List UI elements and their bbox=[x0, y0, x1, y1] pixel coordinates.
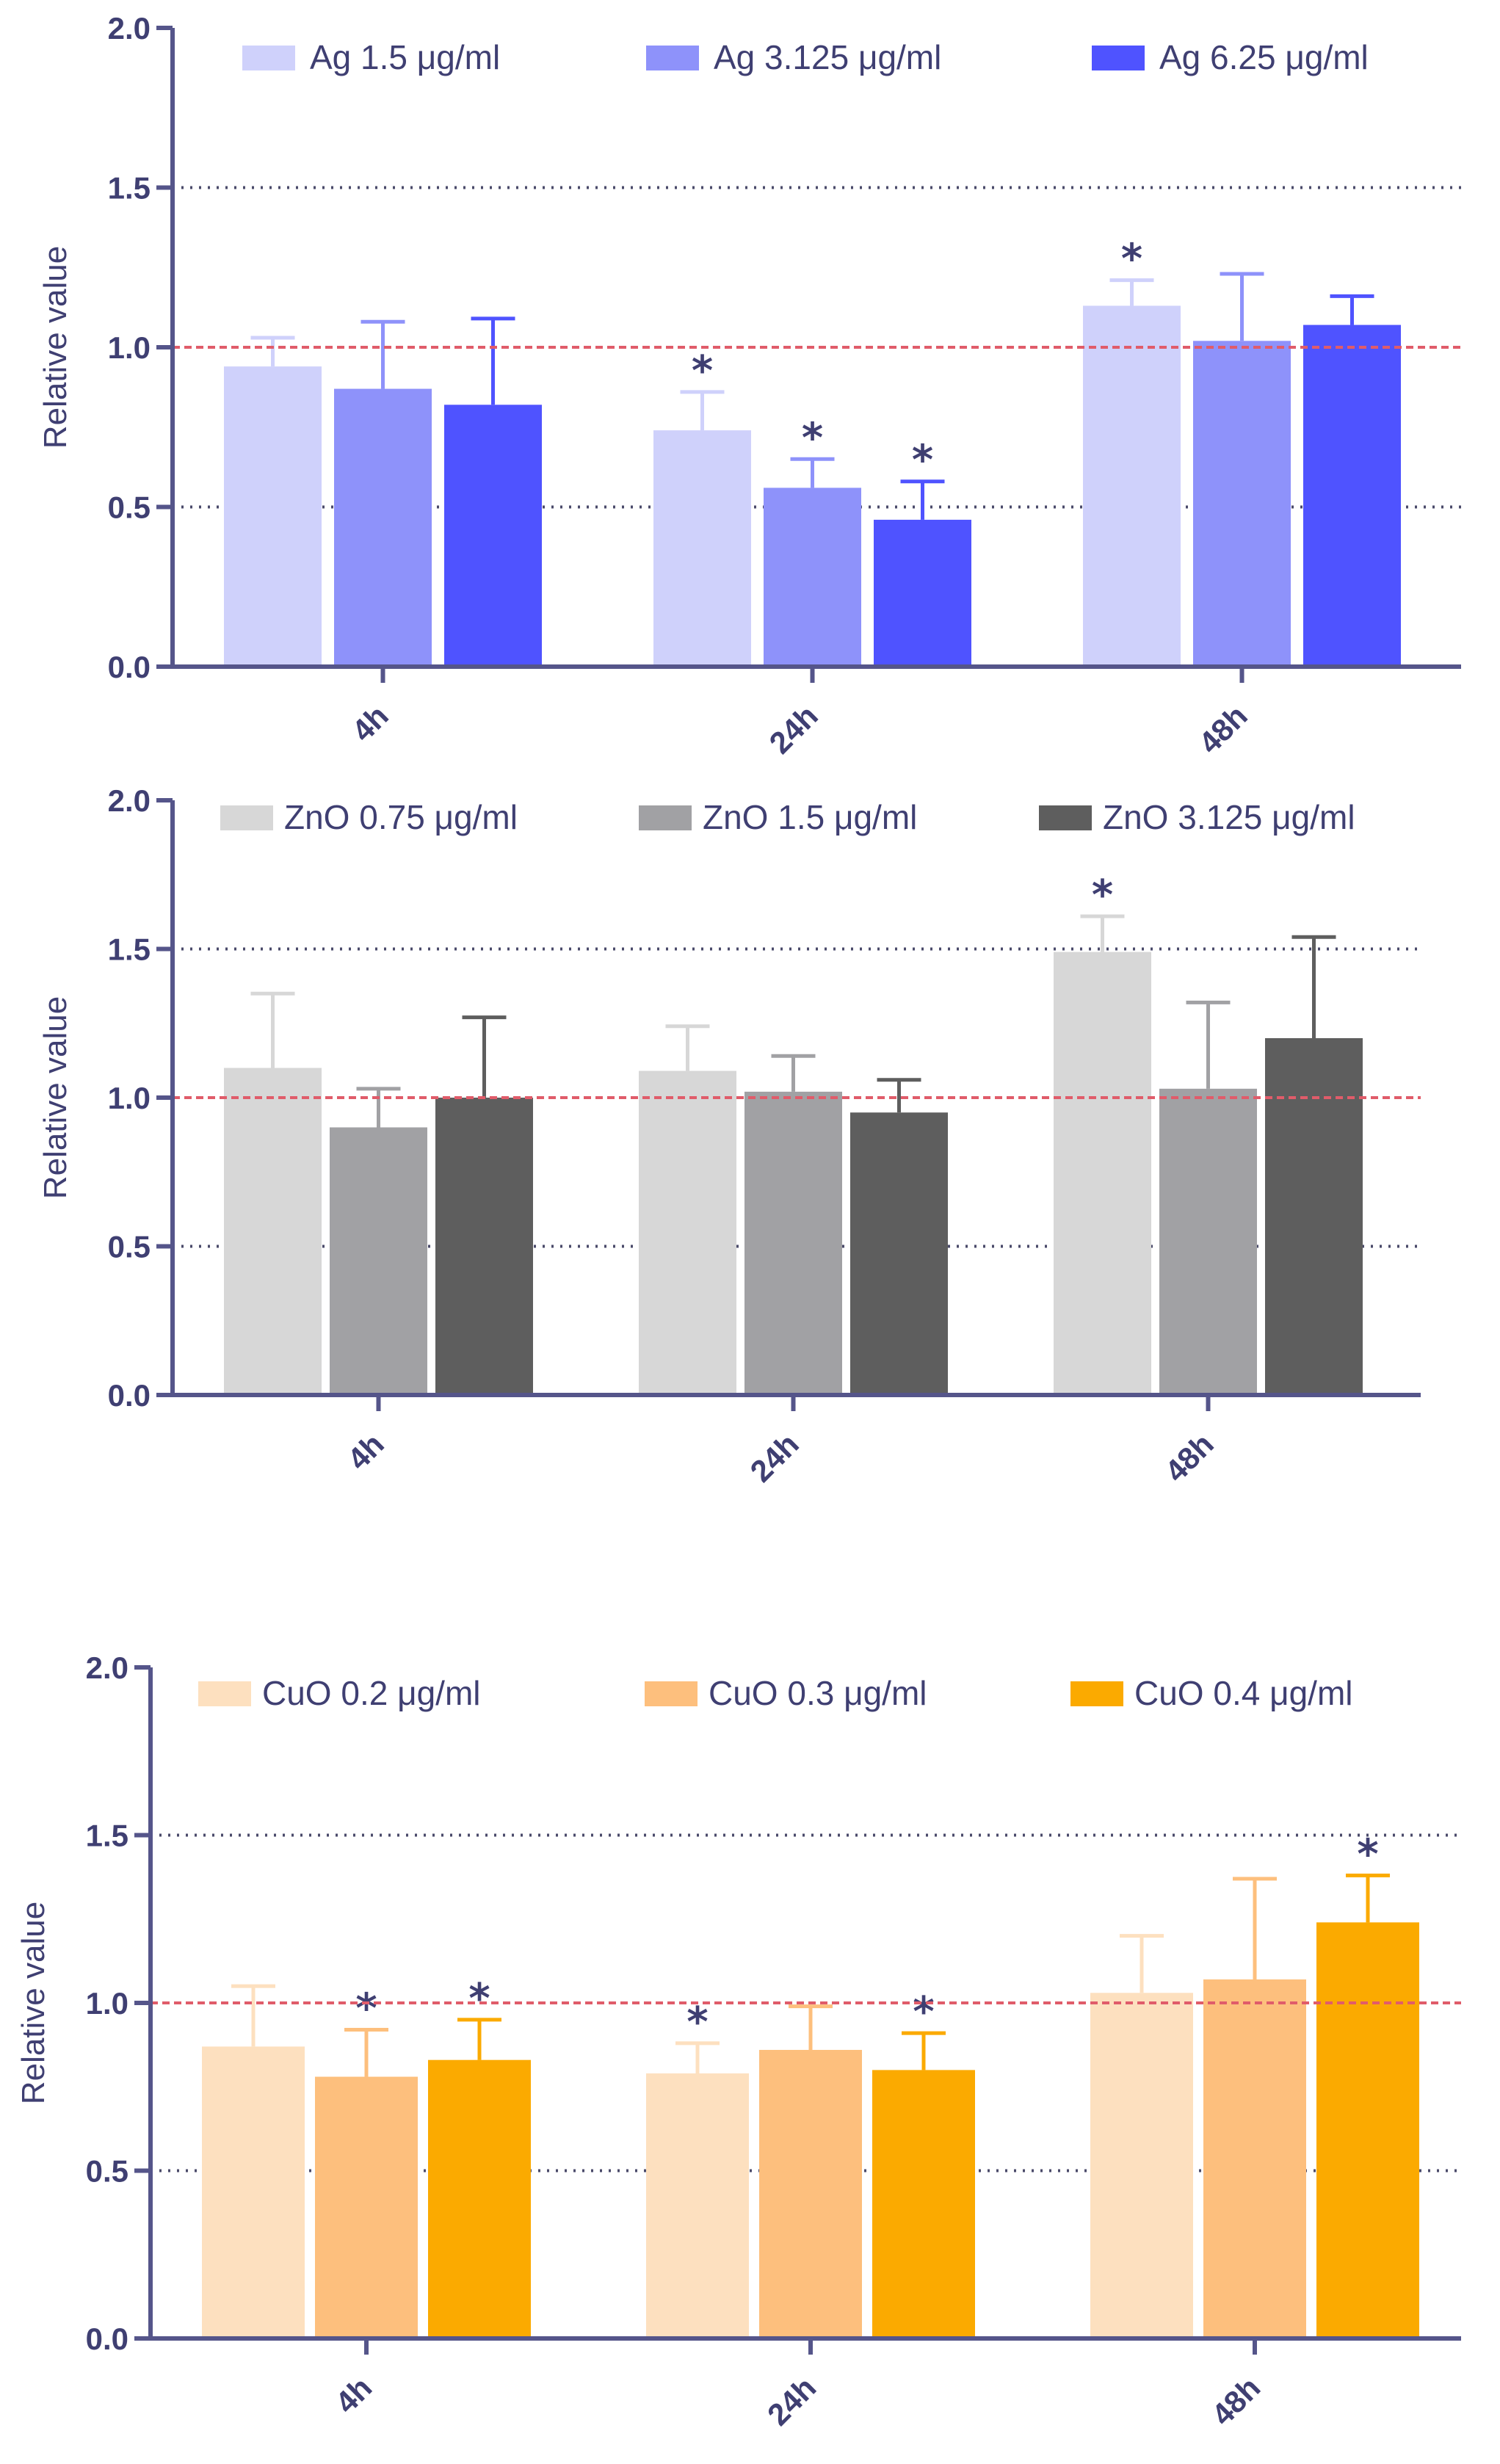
legend-label: CuO 0.2 μg/ml bbox=[262, 1674, 481, 1712]
x-tick-label: 48h bbox=[1192, 698, 1253, 760]
x-tick-label: 24h bbox=[762, 698, 824, 760]
legend-label: Ag 1.5 μg/ml bbox=[310, 38, 500, 76]
bar-ag-48h-s2 bbox=[1193, 341, 1291, 667]
bar-zno-24h-s2 bbox=[744, 1091, 842, 1395]
legend-label: CuO 0.3 μg/ml bbox=[709, 1674, 927, 1712]
legend-swatch bbox=[646, 46, 699, 70]
legend-label: ZnO 0.75 μg/ml bbox=[284, 798, 518, 836]
bar-cuo-48h-s3 bbox=[1316, 1922, 1419, 2338]
x-tick-label: 48h bbox=[1158, 1427, 1220, 1488]
chart-cuo: * * * * * 0.0 0.5 1.0 1.5 2.0 4h 24h 48h Relative val… bbox=[15, 1650, 1461, 2432]
legend-label: CuO 0.4 μg/ml bbox=[1134, 1674, 1353, 1712]
significance-star: * bbox=[1121, 236, 1142, 283]
legend-label: Ag 6.25 μg/ml bbox=[1159, 38, 1369, 76]
y-tick-label: 2.0 bbox=[108, 11, 151, 46]
y-tick-label: 0.5 bbox=[108, 1230, 151, 1264]
bar-cuo-24h-s3 bbox=[872, 2070, 975, 2338]
chart-panel-zno: * 0.0 0.5 1.0 1.5 2.0 4h 24h 48h Relative value Zn… bbox=[0, 778, 1500, 1527]
significance-star: * bbox=[1357, 1830, 1378, 1878]
legend-swatch bbox=[198, 1681, 251, 1706]
legend-label: ZnO 1.5 μg/ml bbox=[703, 798, 917, 836]
y-tick-label: 1.0 bbox=[108, 1081, 151, 1115]
bar-cuo-24h-s1 bbox=[646, 2073, 749, 2338]
bar-zno-4h-s1 bbox=[224, 1068, 322, 1395]
y-tick-label: 1.5 bbox=[108, 171, 151, 206]
y-tick-label: 0.5 bbox=[86, 2154, 128, 2189]
bar-ag-24h-s3 bbox=[874, 519, 971, 667]
chart-zno: * 0.0 0.5 1.0 1.5 2.0 4h 24h 48h Relative value Zn… bbox=[37, 783, 1421, 1489]
x-tick-label: 4h bbox=[341, 1427, 391, 1476]
significance-star: * bbox=[692, 347, 713, 395]
significance-star: * bbox=[1092, 872, 1113, 919]
significance-star: * bbox=[912, 437, 933, 485]
bar-ag-48h-s3 bbox=[1303, 325, 1401, 667]
y-tick-label: 1.0 bbox=[86, 1986, 128, 2021]
legend-swatch bbox=[220, 805, 273, 830]
chart-panel-cuo: * * * * * 0.0 0.5 1.0 1.5 2.0 4h 24h 48h Relative val… bbox=[0, 1601, 1500, 2464]
y-axis-title: Relative value bbox=[15, 1902, 51, 2104]
y-tick-label: 0.0 bbox=[108, 1378, 151, 1413]
chart-ag: * * * * 0.0 0.5 1.0 1.5 2.0 4h 24h 48h Relative valu… bbox=[37, 11, 1461, 761]
bar-ag-24h-s1 bbox=[653, 430, 751, 667]
significance-star: * bbox=[913, 1988, 934, 2036]
legend-swatch bbox=[645, 1681, 698, 1706]
x-tick-label: 24h bbox=[743, 1427, 805, 1488]
bar-ag-4h-s1 bbox=[224, 366, 322, 667]
bar-cuo-48h-s2 bbox=[1203, 1979, 1306, 2338]
y-tick-label: 1.0 bbox=[108, 330, 151, 365]
y-axis-title: Relative value bbox=[37, 996, 73, 1199]
bar-ag-24h-s2 bbox=[764, 488, 861, 667]
bar-zno-48h-s1 bbox=[1054, 952, 1151, 1395]
legend-label: Ag 3.125 μg/ml bbox=[714, 38, 941, 76]
bar-ag-4h-s3 bbox=[444, 405, 542, 667]
y-tick-label: 0.5 bbox=[108, 490, 151, 525]
x-tick-label: 4h bbox=[345, 698, 395, 748]
x-tick-label: 48h bbox=[1205, 2370, 1267, 2432]
y-tick-label: 1.5 bbox=[86, 1819, 128, 1853]
chart-panel-ag: * * * * 0.0 0.5 1.0 1.5 2.0 4h 24h 48h Relative valu… bbox=[0, 0, 1500, 778]
legend-label: ZnO 3.125 μg/ml bbox=[1103, 798, 1355, 836]
y-tick-label: 2.0 bbox=[108, 783, 151, 818]
y-tick-label: 1.5 bbox=[108, 932, 151, 967]
y-tick-label: 0.0 bbox=[108, 650, 151, 684]
significance-star: * bbox=[468, 1975, 490, 2023]
significance-star: * bbox=[686, 1999, 708, 2046]
bar-ag-4h-s2 bbox=[334, 388, 432, 667]
bar-zno-4h-s3 bbox=[435, 1098, 533, 1395]
legend-swatch bbox=[1092, 46, 1145, 70]
bar-cuo-4h-s1 bbox=[202, 2046, 305, 2338]
x-tick-label: 4h bbox=[328, 2370, 378, 2420]
significance-star: * bbox=[802, 414, 823, 462]
bar-zno-24h-s1 bbox=[639, 1070, 736, 1395]
bar-zno-48h-s2 bbox=[1159, 1088, 1257, 1395]
bar-cuo-4h-s2 bbox=[315, 2076, 418, 2338]
legend-swatch bbox=[242, 46, 295, 70]
y-tick-label: 0.0 bbox=[86, 2322, 128, 2356]
bar-zno-24h-s3 bbox=[850, 1112, 948, 1395]
legend-swatch bbox=[1070, 1681, 1123, 1706]
bar-zno-4h-s2 bbox=[330, 1127, 427, 1395]
bar-cuo-4h-s3 bbox=[428, 2059, 531, 2338]
x-tick-label: 24h bbox=[761, 2370, 822, 2432]
bar-cuo-24h-s2 bbox=[759, 2049, 862, 2338]
y-tick-label: 2.0 bbox=[86, 1650, 128, 1685]
legend-swatch bbox=[1039, 805, 1092, 830]
y-axis-title: Relative value bbox=[37, 246, 73, 449]
legend-swatch bbox=[639, 805, 692, 830]
bar-cuo-48h-s1 bbox=[1090, 1993, 1193, 2338]
bar-ag-48h-s1 bbox=[1083, 305, 1181, 667]
bar-zno-48h-s3 bbox=[1265, 1038, 1363, 1395]
significance-star: * bbox=[355, 1985, 377, 2033]
